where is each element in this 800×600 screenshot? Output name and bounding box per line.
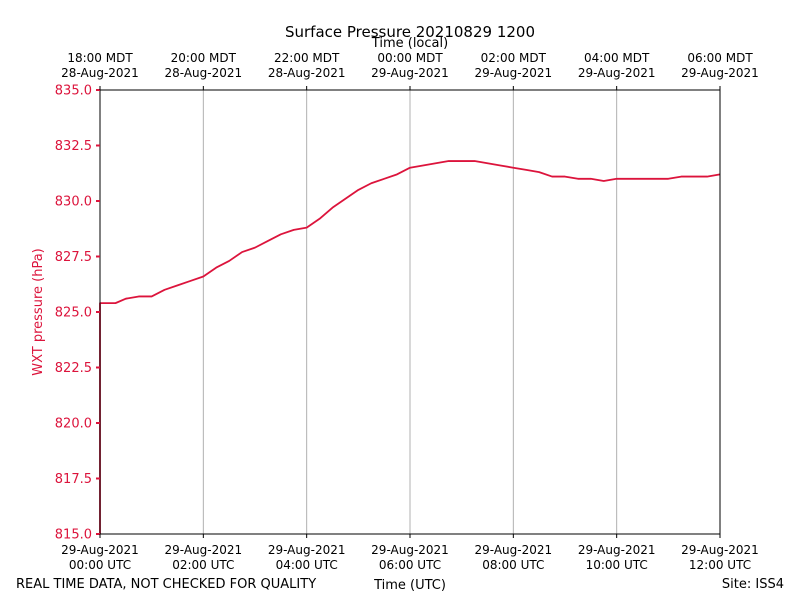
site-label: Site: ISS4 [722,577,784,592]
x-tick-label-date: 29-Aug-2021 [61,543,139,557]
top-axis-label: Time (local) [371,36,448,51]
x-tick-label-time: 06:00 UTC [379,558,441,572]
x-tick-label-time: 04:00 UTC [276,558,338,572]
x-tick-label-time: 02:00 UTC [172,558,234,572]
x-tick-label-date: 29-Aug-2021 [165,543,243,557]
y-tick-label: 832.5 [55,139,92,154]
x-tick-label-date: 29-Aug-2021 [681,543,759,557]
y-tick-label: 817.5 [55,472,92,487]
top-tick-label-time: 02:00 MDT [481,51,547,65]
series-layer [99,160,721,534]
x-tick-label-time: 12:00 UTC [689,558,751,572]
y-tick-label: 827.5 [55,250,92,265]
y-tick-label: 825.0 [55,306,92,321]
x-tick-label-time: 10:00 UTC [586,558,648,572]
top-tick-label-time: 00:00 MDT [377,51,443,65]
y-tick-label: 820.0 [55,417,92,432]
top-tick-label-date: 29-Aug-2021 [681,66,759,80]
x-axis-label: Time (UTC) [373,578,446,593]
top-tick-label-time: 18:00 MDT [67,51,133,65]
top-tick-label-time: 04:00 MDT [584,51,650,65]
x-tick-label-time: 08:00 UTC [482,558,544,572]
pressure-series-line [99,160,721,534]
x-tick-label-date: 29-Aug-2021 [578,543,656,557]
top-tick-label-time: 20:00 MDT [171,51,237,65]
x-tick-label-date: 29-Aug-2021 [475,543,553,557]
y-axis: 815.0 817.5 820.0 822.5 825.0 827.5 830.0 832.5… [55,84,100,543]
quality-disclaimer: REAL TIME DATA, NOT CHECKED FOR QUALITY [16,577,316,592]
top-tick-label-date: 28-Aug-2021 [165,66,243,80]
top-tick-label-time: 06:00 MDT [687,51,753,65]
y-tick-label: 815.0 [55,528,92,543]
x-tick-label-date: 29-Aug-2021 [371,543,449,557]
x-tick-label-time: 00:00 UTC [69,558,131,572]
x-tick-label-date: 29-Aug-2021 [268,543,346,557]
y-tick-label: 822.5 [55,361,92,376]
top-tick-label-date: 28-Aug-2021 [268,66,346,80]
y-axis-label: WXT pressure (hPa) [31,248,46,376]
top-tick-label-time: 22:00 MDT [274,51,340,65]
y-tick-label: 835.0 [55,84,92,99]
top-tick-label-date: 28-Aug-2021 [61,66,139,80]
top-tick-label-date: 29-Aug-2021 [475,66,553,80]
top-tick-label-date: 29-Aug-2021 [578,66,656,80]
top-tick-label-date: 29-Aug-2021 [371,66,449,80]
chart-title: Surface Pressure 20210829 1200 [285,23,535,41]
grid-lines [202,90,618,534]
y-tick-label: 830.0 [55,195,92,210]
